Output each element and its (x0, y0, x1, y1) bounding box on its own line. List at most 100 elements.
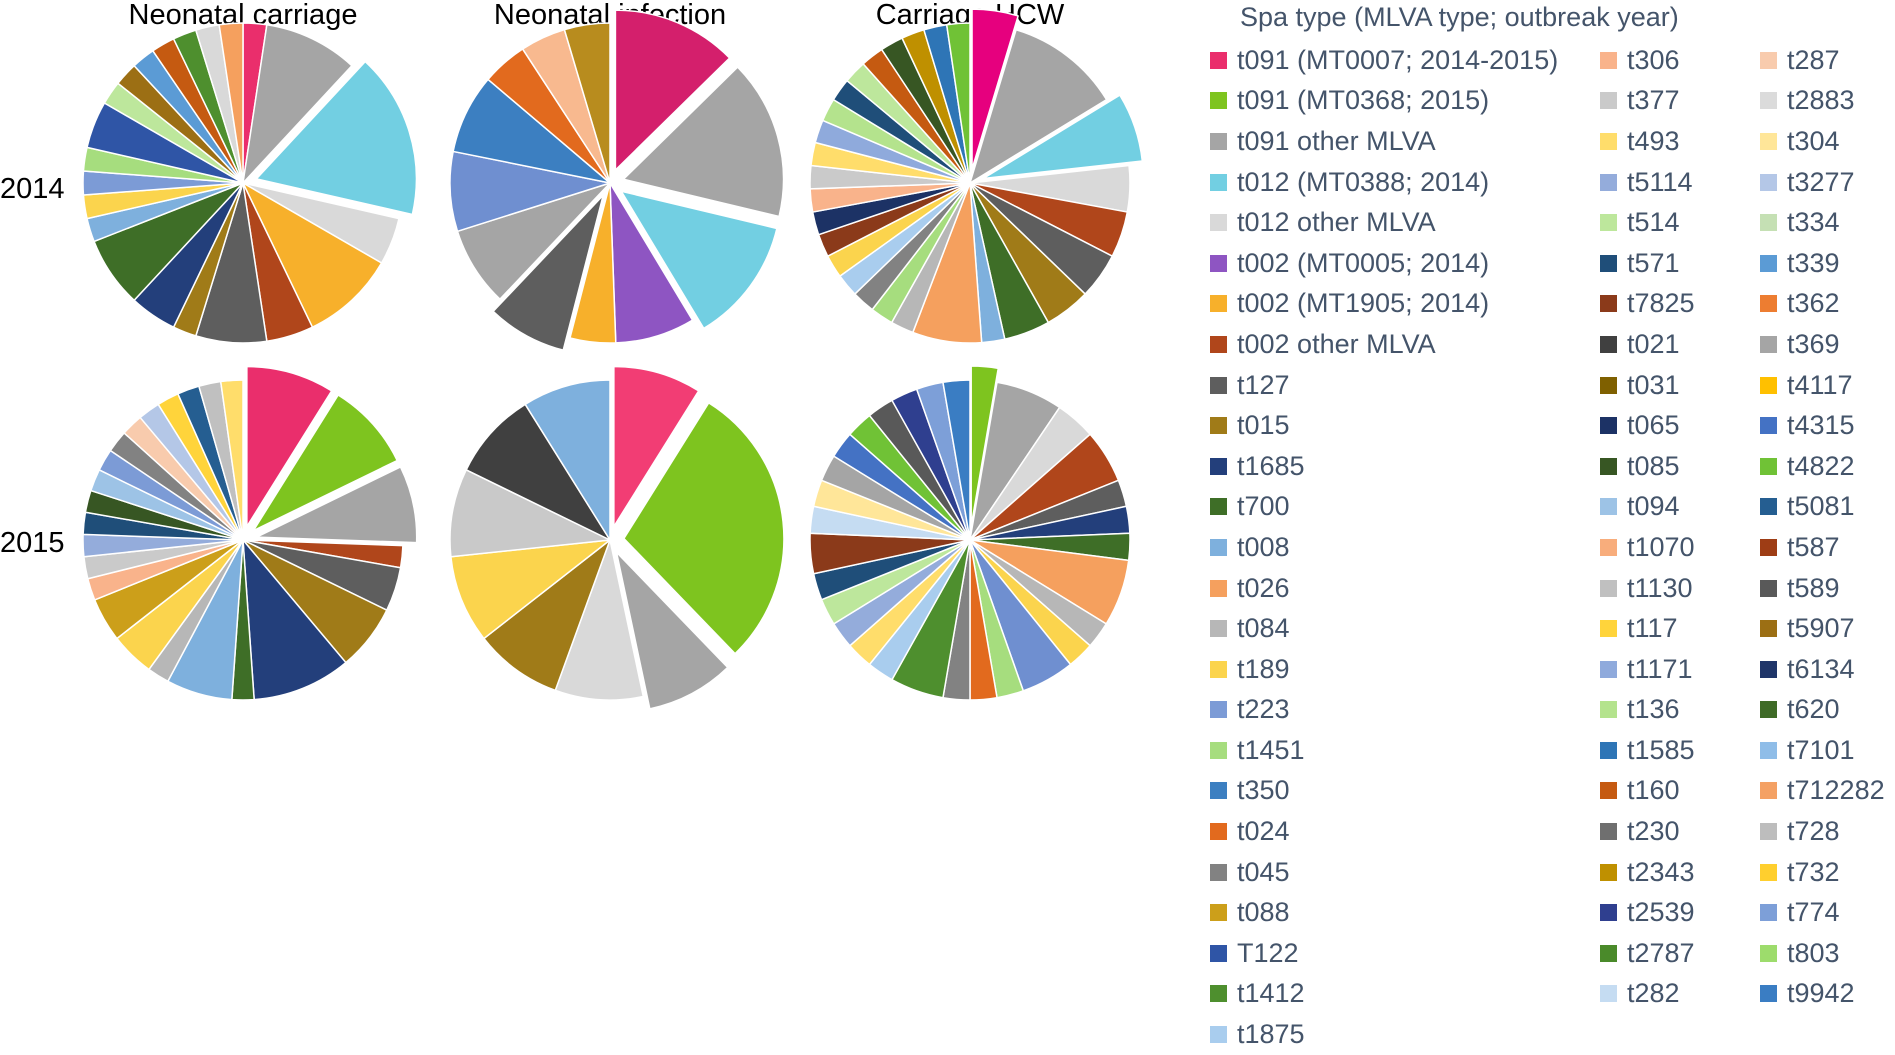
legend-swatch (1600, 214, 1617, 232)
legend-item: t514 (1600, 202, 1695, 243)
legend-label: t493 (1627, 125, 1680, 156)
legend-swatch (1760, 538, 1777, 556)
pie-slice-t012-mt0388-2014 (620, 190, 778, 330)
legend-item: t026 (1210, 568, 1558, 609)
legend-swatch (1600, 620, 1617, 638)
pie-slice-t012-other-mlva (554, 539, 645, 701)
legend-item: t712282 (1760, 771, 1885, 812)
legend-label: t084 (1237, 613, 1290, 644)
pie-slice-t4822 (945, 22, 971, 184)
legend-item: t085 (1600, 446, 1695, 487)
legend-swatch (1600, 863, 1617, 881)
pie-slice-t002-mt1905-2014 (569, 182, 617, 344)
legend-item: t117 (1600, 608, 1695, 649)
legend-swatch (1760, 660, 1777, 678)
legend-swatch (1210, 741, 1227, 759)
row-label-2015: 2015 (0, 527, 65, 559)
legend-label: t5907 (1787, 613, 1855, 644)
legend-item: t493 (1600, 121, 1695, 162)
legend-label: t5114 (1627, 166, 1693, 197)
legend-swatch (1210, 863, 1227, 881)
legend-item: t2539 (1600, 892, 1695, 933)
legend-item: t700 (1210, 487, 1558, 528)
legend-swatch (1760, 904, 1777, 922)
legend-swatch (1760, 701, 1777, 719)
legend-label: t4822 (1787, 450, 1855, 481)
legend-swatch (1600, 985, 1617, 1003)
legend-label: t369 (1787, 328, 1840, 359)
legend-swatch (1600, 376, 1617, 394)
legend-label: t4117 (1787, 369, 1853, 400)
legend-item: t008 (1210, 527, 1558, 568)
pie-slice-t091-other-mlva (255, 466, 418, 544)
legend-swatch (1600, 944, 1617, 962)
legend-item: t015 (1210, 405, 1558, 446)
legend-swatch (1600, 417, 1617, 435)
legend-swatch (1760, 457, 1777, 475)
legend-swatch (1760, 498, 1777, 516)
pie-carriage-hcw-2014 (809, 8, 1144, 344)
legend-label: t2787 (1627, 937, 1695, 968)
legend-swatch (1600, 823, 1617, 841)
legend-swatch (1760, 944, 1777, 962)
legend-swatch (1210, 498, 1227, 516)
legend-item: t9942 (1760, 974, 1885, 1015)
legend-item: t1171 (1600, 649, 1695, 690)
pie-slice-t012-mt0388-2014 (982, 94, 1144, 180)
legend-label: t045 (1237, 856, 1290, 887)
legend-swatch (1600, 660, 1617, 678)
legend-item: t4117 (1760, 365, 1885, 406)
legend-label: t571 (1627, 247, 1680, 278)
pie-neonatal-carriage-2014 (82, 22, 418, 344)
legend-item: t021 (1600, 324, 1695, 365)
legend-item: t2787 (1600, 933, 1695, 974)
legend-swatch (1210, 579, 1227, 597)
legend-swatch (1600, 335, 1617, 353)
legend-label: t015 (1237, 410, 1290, 441)
legend-label: t7101 (1787, 734, 1855, 765)
legend-item: t002 other MLVA (1210, 324, 1558, 365)
legend-swatch (1210, 132, 1227, 150)
legend-item: t3277 (1760, 162, 1885, 203)
legend-label: t6134 (1787, 653, 1855, 684)
legend-item: t012 other MLVA (1210, 202, 1558, 243)
legend-swatch (1600, 741, 1617, 759)
legend-label: t160 (1627, 775, 1680, 806)
legend-item: T122 (1210, 933, 1558, 974)
legend-item: t362 (1760, 284, 1885, 325)
legend-item: t4822 (1760, 446, 1885, 487)
legend-label: t1875 (1237, 1019, 1305, 1050)
legend-label: t587 (1787, 531, 1840, 562)
pie-slice-t091-mt0007-2014-2015 (246, 365, 333, 528)
legend-label: t085 (1627, 450, 1680, 481)
legend-swatch (1600, 132, 1617, 150)
legend-column-2: t306 t377 t493 t5114 t514 t571 t7825 t021 t031 t0… (1600, 40, 1695, 1014)
legend-swatch (1600, 457, 1617, 475)
legend-item: t127 (1210, 365, 1558, 406)
legend-item: t002 (MT1905; 2014) (1210, 284, 1558, 325)
legend-swatch (1600, 173, 1617, 191)
legend-swatch (1210, 660, 1227, 678)
legend-label: t1451 (1237, 734, 1305, 765)
row-label-2014: 2014 (0, 173, 65, 205)
legend-item: t6134 (1760, 649, 1885, 690)
legend-label: t514 (1627, 207, 1680, 238)
legend-item: t136 (1600, 690, 1695, 731)
legend-swatch (1600, 904, 1617, 922)
pie-slice-t008 (524, 379, 611, 541)
pie-neonatal-infection-2015 (449, 365, 785, 710)
legend-swatch (1210, 1026, 1227, 1044)
legend-swatch (1760, 985, 1777, 1003)
pie-neonatal-carriage-2015 (82, 365, 418, 701)
legend-swatch (1210, 904, 1227, 922)
legend-label: t065 (1627, 410, 1680, 441)
legend-item: t1412 (1210, 974, 1558, 1015)
legend-swatch (1600, 782, 1617, 800)
legend-label: t620 (1787, 694, 1840, 725)
legend-swatch (1600, 498, 1617, 516)
legend-swatch (1760, 620, 1777, 638)
legend-title: Spa type (MLVA type; outbreak year) (1240, 2, 1679, 32)
legend-swatch (1210, 782, 1227, 800)
legend-swatch (1760, 173, 1777, 191)
legend-label: t732 (1787, 856, 1840, 887)
